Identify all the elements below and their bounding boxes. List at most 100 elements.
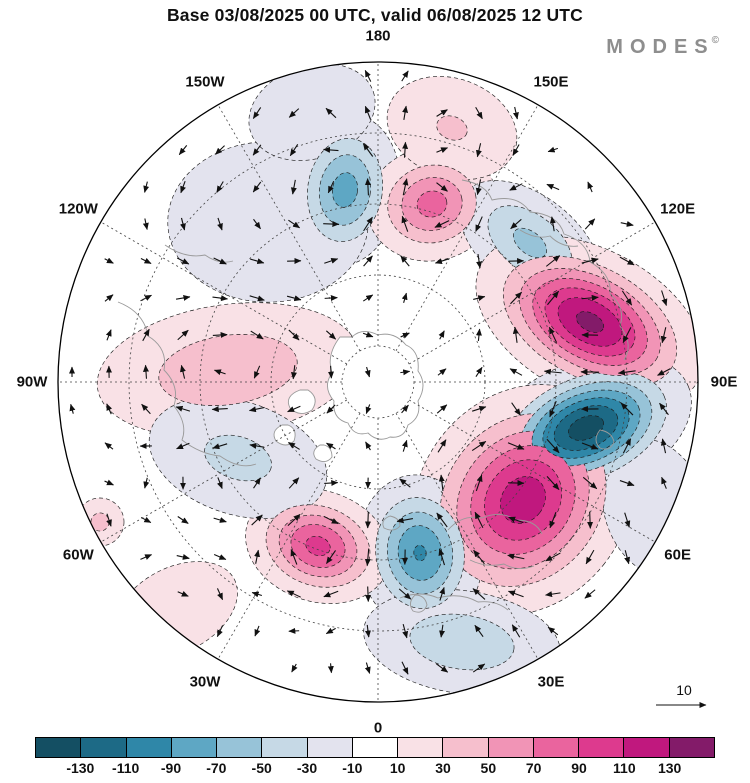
wind-arrow [402, 105, 409, 120]
wind-arrow [140, 294, 152, 302]
wind-arrow [364, 512, 371, 529]
coastlines [117, 179, 629, 613]
wind-arrow [585, 549, 595, 565]
wind-arrow [323, 590, 339, 598]
wind-arrow [104, 442, 114, 450]
colorbar-tick-label: 130 [657, 760, 682, 776]
wind-arrow [581, 294, 599, 301]
lon-label-30W: 30W [189, 673, 221, 691]
colorbar-tick-label: -130 [66, 760, 95, 776]
wind-arrow [287, 513, 301, 527]
wind-arrow [507, 590, 524, 598]
wind-arrow [248, 406, 265, 413]
wind-arrow [140, 257, 152, 264]
anomaly-contour-ring [568, 415, 604, 441]
wind-arrow [581, 442, 599, 450]
wind-arrow [254, 625, 261, 637]
wind-arrow [584, 218, 596, 230]
lon-label-60E: 60E [664, 546, 691, 564]
wind-arrow [364, 178, 371, 196]
wind-arrow [549, 216, 556, 232]
wind-arrow [547, 626, 559, 636]
wind-arrow [290, 365, 297, 380]
wind-arrow [323, 515, 339, 525]
wind-arrow [401, 661, 409, 675]
wind-arrow [402, 178, 409, 196]
colorbar-segment [262, 738, 308, 757]
wind-arrow [581, 257, 599, 264]
wind-arrow [438, 330, 445, 340]
anomaly-contour-ring [512, 227, 548, 259]
wind-arrow [402, 141, 409, 158]
colorbar-tick-label: -90 [160, 760, 182, 776]
wind-vectors [69, 69, 671, 675]
wind-arrow [177, 329, 189, 341]
wind-arrow [327, 180, 335, 194]
wind-arrow [251, 514, 263, 526]
wind-arrow [324, 479, 339, 486]
wind-arrow [363, 255, 373, 267]
wind-arrow [543, 368, 562, 375]
wind-arrow [327, 365, 334, 379]
wind-arrow [364, 69, 372, 82]
wind-arrow [439, 586, 445, 601]
colorbar-tick-label: -50 [251, 760, 272, 776]
anomaly-contour-ring [575, 311, 605, 333]
wind-arrow [213, 369, 226, 376]
latitude-circle [128, 132, 628, 632]
wind-arrow [250, 258, 265, 265]
wind-arrow [622, 438, 632, 454]
coast-siberia [461, 179, 629, 361]
lon-label-60W: 60W [62, 546, 94, 564]
wind-arrow [436, 182, 448, 192]
wind-arrow [545, 255, 561, 267]
colorbar-segment [36, 738, 82, 757]
wind-arrow [474, 624, 484, 638]
wind-arrow [253, 365, 261, 379]
wind-arrow [436, 663, 449, 673]
wind-arrow [362, 143, 374, 157]
wind-arrow [104, 257, 114, 264]
coast-caspian [595, 429, 615, 450]
anomaly-contour-ring [305, 535, 331, 557]
wind-arrow [437, 439, 447, 453]
coast-arctic-island [313, 444, 333, 462]
wind-arrow [400, 369, 411, 376]
colorbar-segment [624, 738, 670, 757]
wind-arrow [546, 438, 560, 454]
lon-label-120W: 120W [58, 200, 98, 218]
wind-arrow [324, 295, 338, 302]
wind-arrow [327, 663, 334, 674]
wind-arrow [398, 588, 412, 600]
wind-arrow [473, 549, 485, 565]
wind-arrow [142, 218, 149, 231]
wind-arrow [436, 404, 448, 414]
wind-arrow [624, 550, 631, 565]
wind-arrow [105, 329, 112, 341]
wind-arrow [510, 218, 522, 230]
reference-vector: 10 [650, 682, 718, 716]
wind-arrow [364, 105, 372, 120]
wind-arrow [475, 216, 483, 232]
colorbar-segment [217, 738, 263, 757]
colorbar-tick-label: 70 [525, 760, 542, 776]
wind-arrow [400, 255, 410, 267]
wind-arrow [175, 294, 191, 301]
wind-arrow [434, 220, 450, 228]
wind-arrow [436, 512, 448, 528]
lon-label-30E: 30E [537, 673, 565, 691]
wind-arrow [365, 404, 372, 415]
colorbar-segment [171, 738, 218, 757]
wind-arrow [437, 368, 447, 376]
wind-arrow [213, 257, 227, 265]
wind-arrow [587, 181, 594, 193]
wind-arrow [584, 589, 596, 599]
anomaly-contour-ring [413, 544, 427, 562]
wind-arrow [472, 588, 486, 600]
wind-arrow [619, 256, 635, 266]
wind-arrow [142, 328, 150, 342]
wind-arrow [475, 179, 482, 196]
wind-arrow [364, 548, 371, 566]
anomaly-contour-ring [332, 172, 358, 208]
wind-arrow [212, 443, 228, 450]
